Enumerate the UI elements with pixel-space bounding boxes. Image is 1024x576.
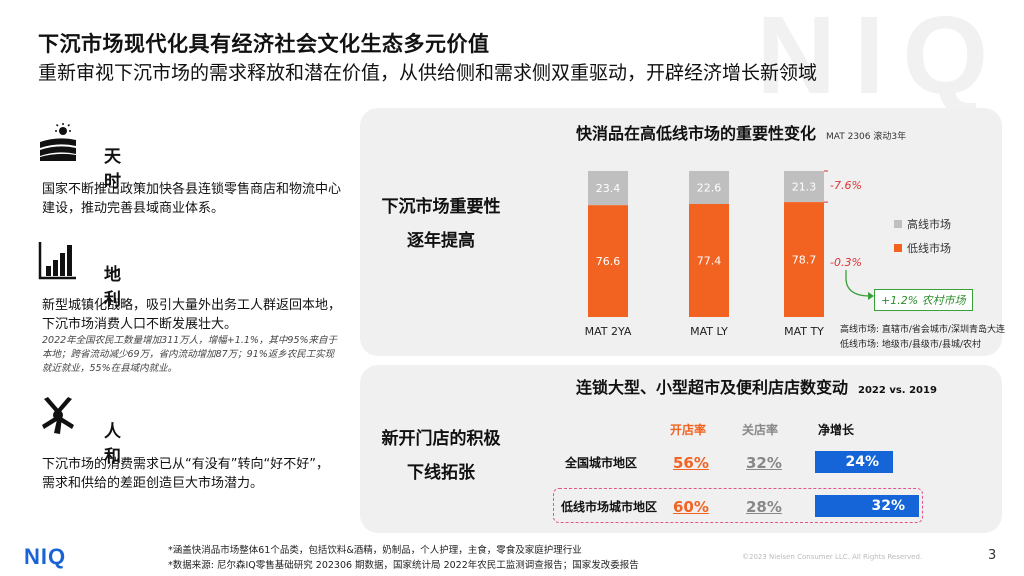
- bar-low-2: [784, 202, 824, 317]
- bar-growth-icon: [38, 242, 76, 280]
- importance-panel: [360, 108, 1002, 356]
- panel1-left-line1: 下沉市场重要性: [381, 197, 501, 217]
- legend-high: 高线市场: [894, 216, 951, 232]
- panel2-left-line1: 新开门店的积极: [381, 429, 501, 449]
- footer-notes: *涵盖快消品市场整体61个品类，包括饮料&酒精，奶制品，个人护理，主食，零食及家…: [168, 543, 639, 573]
- open-rate-lowtier: 60%: [673, 498, 709, 516]
- rural-market-label: +1.2% 农村市场: [874, 289, 973, 311]
- highlight-box: [553, 488, 923, 523]
- section-title-renhe: 人和: [104, 422, 121, 467]
- col-header-net: 净增长: [818, 423, 855, 437]
- chart-title: 快消品在高低线市场的重要性变化: [576, 124, 817, 143]
- bar-low-label-1: 77.4: [697, 254, 722, 267]
- footer-note-scope: *涵盖快消品市场整体61个品类，包括饮料&酒精，奶制品，个人护理，主食，零食及家…: [168, 545, 582, 556]
- open-rate-national: 56%: [673, 454, 709, 472]
- bar-high-2: [784, 171, 824, 203]
- x-tick-label-0: MAT 2YA: [585, 325, 632, 338]
- panel2-left-heading: 新开门店的积极 下线拓张: [366, 422, 516, 490]
- bar-high-label-1: 22.6: [697, 181, 722, 194]
- panel2-left-line2: 下线拓张: [407, 463, 475, 483]
- panel1-title-row: 快消品在高低线市场的重要性变化 MAT 2306 滚动3年: [576, 120, 906, 144]
- section-title-tianshi: 天时: [104, 147, 121, 192]
- def-low-market: 低线市场: 地级市/县级市/县城/农村: [840, 340, 981, 350]
- section-text-dili: 新型城镇化战略，吸引大量外出务工人群返回本地，下沉市场消费人口不断发展壮大。: [42, 298, 342, 332]
- close-rate-lowtier: 28%: [746, 498, 782, 516]
- section-title-dili: 地利: [104, 265, 121, 310]
- col-header-close: 关店率: [742, 423, 779, 437]
- net-growth-bar-national: 24%: [815, 451, 893, 473]
- panel1-left-heading: 下沉市场重要性 逐年提高: [366, 190, 516, 258]
- legend-low-label: 低线市场: [907, 242, 951, 255]
- row-label-lowtier: 低线市场城市地区: [561, 500, 658, 514]
- section-text-tianshi: 国家不断推出政策加快各县连锁零售商店和物流中心建设，推动完善县域商业体系。: [42, 182, 342, 216]
- page-number: 3: [988, 548, 997, 563]
- store-table-title: 连锁大型、小型超市及便利店店数变动: [576, 378, 849, 397]
- section-text-renhe: 下沉市场的消费需求已从“有没有”转向“好不好”，需求和供给的差距创造巨大市场潜力…: [42, 457, 329, 491]
- bar-high-label-2: 21.3: [792, 181, 817, 194]
- bar-low-label-2: 78.7: [792, 254, 817, 267]
- legend-high-label: 高线市场: [907, 218, 951, 231]
- chart-legend: 高线市场 低线市场: [894, 216, 951, 256]
- panel1-left-line2: 逐年提高: [407, 231, 475, 251]
- bar-high-label-0: 23.4: [596, 182, 621, 195]
- col-header-open: 开店率: [670, 423, 707, 437]
- store-table-title-note: 2022 vs. 2019: [858, 385, 937, 396]
- hands-together-icon: [42, 397, 74, 434]
- watermark-logo: NIQ: [756, 0, 1006, 117]
- bar-low-label-0: 76.6: [596, 255, 621, 268]
- section-note-dili: 2022年全国农民工数量增加311万人，增幅+1.1%，其中95%来自于本地；跨…: [42, 335, 338, 374]
- def-high-market: 高线市场: 直辖市/省会城市/深圳青岛大连: [840, 325, 1005, 335]
- chart-title-note: MAT 2306 滚动3年: [826, 132, 907, 142]
- x-tick-label-1: MAT LY: [690, 325, 728, 338]
- bar-low-0: [588, 205, 628, 317]
- page-title: 下沉市场现代化具有经济社会文化生态多元价值: [38, 32, 490, 56]
- copyright: ©2023 Nielsen Consumer LLC. All Rights R…: [742, 553, 923, 561]
- rural-arrow-icon: [845, 270, 874, 300]
- bar-low-1: [689, 203, 729, 317]
- panel2-title-row: 连锁大型、小型超市及便利店店数变动 2022 vs. 2019: [576, 374, 937, 398]
- farmland-sun-icon: [40, 123, 76, 161]
- footer-note-source: *数据来源: 尼尔森IQ零售基础研究 202306 期数据，国家统计局 2022…: [168, 560, 639, 571]
- legend-high-swatch: [894, 220, 902, 228]
- bar-high-0: [588, 171, 628, 206]
- x-tick-label-2: MAT TY: [784, 325, 824, 338]
- net-growth-bar-lowtier: 32%: [815, 495, 919, 517]
- net-growth-national: 24%: [845, 454, 879, 470]
- bar-high-1: [689, 171, 729, 204]
- importance-bar-chart: 23.4 76.6 MAT 2YA 22.6 77.4 MAT LY 21.3 78.7 MAT…: [585, 170, 828, 338]
- net-growth-lowtier: 32%: [871, 498, 905, 514]
- niq-logo: NIQ: [24, 544, 67, 569]
- close-rate-national: 32%: [746, 454, 782, 472]
- legend-low: 低线市场: [894, 240, 951, 256]
- change-high-label: -7.6%: [830, 179, 862, 192]
- change-low-label: -0.3%: [830, 256, 862, 269]
- page-subtitle: 重新审视下沉市场的需求释放和潜在价值，从供给侧和需求侧双重驱动，开辟经济增长新领…: [38, 62, 818, 84]
- legend-low-swatch: [894, 244, 902, 252]
- market-definitions: 高线市场: 直辖市/省会城市/深圳青岛大连 低线市场: 地级市/县级市/县城/农…: [840, 323, 1005, 353]
- row-label-national: 全国城市地区: [565, 456, 638, 470]
